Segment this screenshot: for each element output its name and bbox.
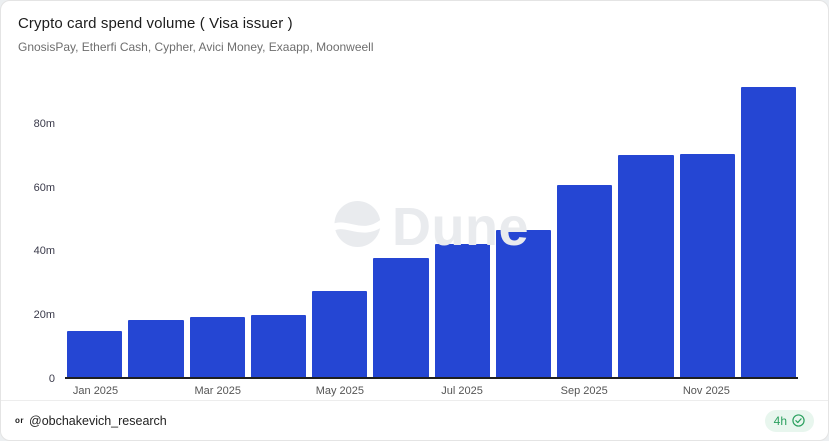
author-handle: @obchakevich_research: [29, 413, 167, 428]
y-axis: 0 20m 40m 60m 80m: [17, 76, 65, 385]
y-tick-label: 20m: [33, 309, 55, 322]
chart-footer: or @obchakevich_research 4h: [1, 400, 828, 440]
chart-title: Crypto card spend volume ( Visa issuer ): [18, 15, 293, 32]
chart-subtitle: GnosisPay, Etherfi Cash, Cypher, Avici M…: [18, 40, 374, 54]
bar-nov-2025[interactable]: [679, 153, 735, 377]
bar-mar-2025[interactable]: [189, 316, 245, 377]
y-tick-label: 80m: [33, 117, 55, 130]
bar-apr-2025[interactable]: [250, 315, 306, 377]
bar-jun-2025[interactable]: [373, 258, 429, 377]
chart-area: 0 20m 40m 60m 80m Dune: [17, 76, 798, 385]
check-circle-icon: [792, 414, 805, 427]
bar-feb-2025[interactable]: [128, 319, 184, 377]
plot-area: Dune: [65, 76, 798, 379]
bar-may-2025[interactable]: [312, 291, 368, 377]
bar-jan-2025[interactable]: [67, 331, 123, 377]
or-monogram-icon: or: [15, 416, 24, 425]
bar-oct-2025[interactable]: [618, 155, 674, 377]
x-tick-label: Jan 2025: [72, 385, 119, 397]
y-tick-label: 40m: [33, 245, 55, 258]
bar-sep-2025[interactable]: [557, 185, 613, 377]
bar-jul-2025[interactable]: [434, 243, 490, 377]
dune-logo-icon: [328, 201, 386, 252]
x-tick-label: Sep 2025: [560, 385, 608, 397]
freshness-label: 4h: [773, 413, 787, 428]
bar-aug-2025[interactable]: [495, 229, 551, 377]
x-tick-label: Nov 2025: [682, 385, 730, 397]
x-tick-label: Mar 2025: [194, 385, 241, 397]
x-axis: Jan 2025 Mar 2025 May 2025 Jul 2025 Sep 2025…: [65, 385, 798, 401]
chart-header: Crypto card spend volume ( Visa issuer )…: [18, 15, 811, 54]
y-tick-label: 60m: [33, 181, 55, 194]
author-handle-wrap: or @obchakevich_research: [15, 414, 167, 428]
y-tick-label: 0: [48, 373, 55, 385]
bar-dec-2025[interactable]: [740, 87, 796, 377]
x-tick-label: May 2025: [315, 385, 365, 397]
freshness-badge[interactable]: 4h: [764, 409, 814, 432]
x-tick-label: Jul 2025: [441, 385, 483, 397]
